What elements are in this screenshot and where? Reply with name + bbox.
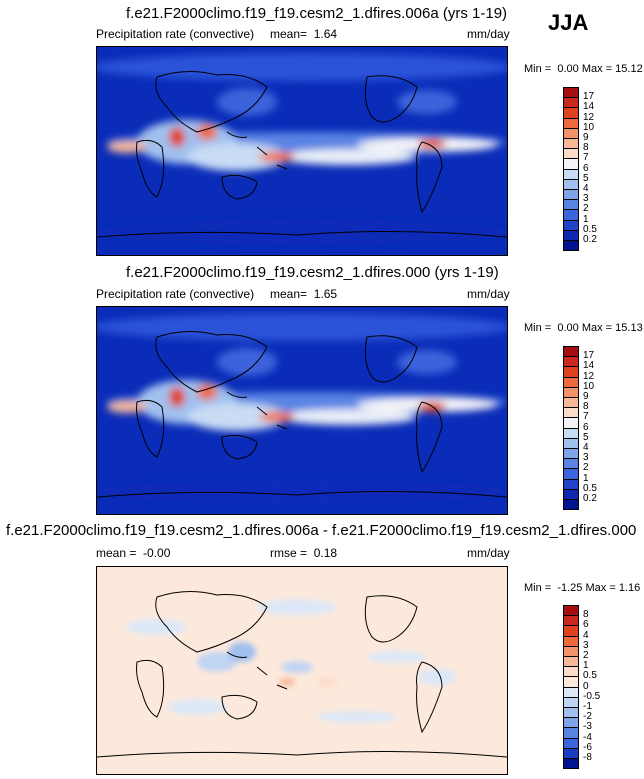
colorbar-label: -3 — [583, 721, 592, 733]
panel2-max-value: 15.13 — [615, 322, 643, 334]
panel2-max-label: Max = — [581, 322, 613, 334]
colorbar-label: 6 — [583, 162, 589, 174]
colorbar-label: 6 — [583, 619, 589, 631]
colorbar-label: 5 — [583, 431, 589, 443]
colorbar-swatch — [563, 240, 579, 252]
panel3-min-value: -1.25 — [557, 582, 583, 594]
panel3-min-label: Min = — [524, 582, 552, 594]
colorbar-label: 0.5 — [583, 670, 597, 682]
colorbar-label: 4 — [583, 183, 589, 194]
panel2-min-value: 0.00 — [557, 322, 579, 334]
panel2-map — [96, 306, 508, 515]
colorbar-swatch — [563, 758, 579, 770]
panel3-units: mm/day — [467, 546, 510, 560]
panel1-min-label: Min = — [524, 63, 552, 75]
panel1-units: mm/day — [467, 27, 510, 41]
colorbar-label: 12 — [583, 111, 595, 123]
colorbar-label: 17 — [583, 350, 595, 362]
panel1-mean: mean= 1.64 — [270, 27, 337, 41]
colorbar-label: 2 — [583, 203, 589, 215]
panel2-mean-label: mean= — [270, 287, 308, 301]
colorbar-label: 1 — [583, 472, 589, 484]
panel3-mean-label: mean = — [96, 546, 137, 560]
colorbar-label: 17 — [583, 91, 595, 103]
season-label: JJA — [548, 10, 589, 35]
panel2-mean: mean= 1.65 — [270, 287, 337, 301]
panel3-max-value: 1.16 — [618, 582, 641, 594]
colorbar-label: 0.2 — [583, 493, 597, 504]
colorbar-label: -1 — [583, 701, 592, 712]
colorbar-label: 10 — [583, 380, 595, 392]
panel1-minmax: Min = 0.00 Max = 15.12 — [524, 63, 643, 75]
panel1-title: f.e21.F2000climo.f19_f19.cesm2_1.dfires.… — [126, 5, 508, 22]
panel3-rmse-label: rmse = — [270, 546, 308, 560]
colorbar-label: 8 — [583, 609, 589, 621]
colorbar-label: 0.2 — [583, 234, 597, 245]
panel1-mean-value: 1.64 — [313, 27, 338, 41]
colorbar-label: 4 — [583, 629, 589, 641]
colorbar-label: 3 — [583, 639, 589, 651]
colorbar-label: 4 — [583, 442, 589, 453]
panel1-max-value: 15.12 — [615, 63, 643, 75]
panel2-minmax: Min = 0.00 Max = 15.13 — [524, 322, 643, 334]
colorbar-label: 5 — [583, 172, 589, 184]
panel2-variable: Precipitation rate (convective) — [96, 287, 255, 301]
panel3-mean: mean = -0.00 — [96, 546, 170, 560]
colorbar-label: 1 — [583, 660, 589, 672]
panel2-title: f.e21.F2000climo.f19_f19.cesm2_1.dfires.… — [126, 264, 499, 281]
colorbar-label: 0.5 — [583, 223, 597, 235]
colorbar-label: -2 — [583, 711, 592, 723]
panel1-variable: Precipitation rate (convective) — [96, 27, 255, 41]
colorbar-label: 8 — [583, 142, 589, 154]
colorbar-label: 1 — [583, 213, 589, 225]
colorbar-label: -8 — [583, 752, 592, 763]
colorbar-label: 7 — [583, 152, 589, 164]
colorbar-label: 3 — [583, 452, 589, 464]
panel3-rmse: rmse = 0.18 — [270, 546, 337, 560]
panel3-mean-value: -0.00 — [143, 546, 171, 560]
colorbar-label: 6 — [583, 421, 589, 433]
panel3-title: f.e21.F2000climo.f19_f19.cesm2_1.dfires.… — [6, 522, 637, 539]
colorbar-label: 14 — [583, 101, 595, 113]
panel3-map — [96, 566, 508, 775]
panel3-rmse-value: 0.18 — [313, 546, 338, 560]
colorbar-label: -6 — [583, 741, 592, 753]
colorbar-label: -0.5 — [583, 690, 601, 702]
colorbar-label: 2 — [583, 462, 589, 474]
panel1-map — [96, 46, 508, 256]
colorbar-label: 7 — [583, 411, 589, 423]
colorbar-label: 12 — [583, 370, 595, 382]
colorbar-label: 10 — [583, 121, 595, 133]
colorbar-label: 0.5 — [583, 482, 597, 494]
panel2-mean-value: 1.65 — [313, 287, 338, 301]
colorbar-label: 9 — [583, 391, 589, 402]
panel3-max-label: Max = — [585, 582, 616, 594]
panel1-mean-label: mean= — [270, 27, 308, 41]
colorbar-label: 8 — [583, 401, 589, 413]
panel1-min-value: 0.00 — [557, 63, 579, 75]
colorbar-label: 3 — [583, 193, 589, 205]
panel2-units: mm/day — [467, 287, 510, 301]
colorbar-label: 14 — [583, 360, 595, 372]
panel3-minmax: Min = -1.25 Max = 1.16 — [524, 582, 640, 594]
colorbar-label: -4 — [583, 731, 592, 743]
colorbar-label: 9 — [583, 132, 589, 143]
panel2-min-label: Min = — [524, 322, 552, 334]
colorbar-swatch — [563, 499, 579, 511]
colorbar-label: 2 — [583, 650, 589, 661]
colorbar-label: 0 — [583, 680, 589, 692]
panel1-max-label: Max = — [581, 63, 613, 75]
